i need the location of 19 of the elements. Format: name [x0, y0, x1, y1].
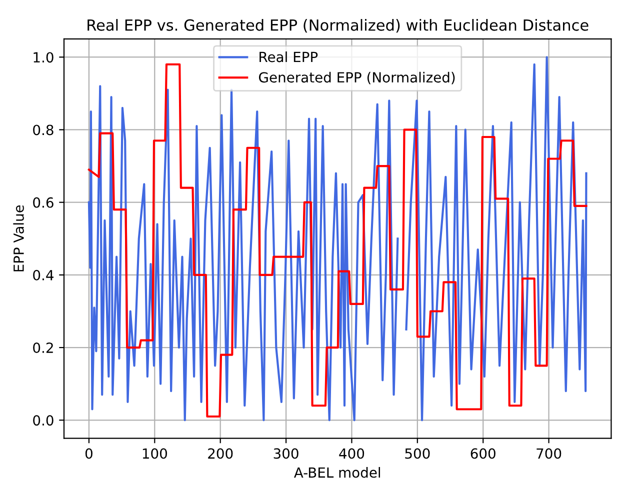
y-tick-label: 1.0 — [34, 52, 54, 63]
x-tick-label: 300 — [274, 448, 298, 459]
y-tick-label: 0.6 — [33, 197, 54, 208]
y-axis-title: EPP Value — [13, 205, 24, 272]
legend-label: Real EPP — [260, 51, 318, 62]
x-tick-label: 0 — [85, 448, 92, 459]
legend-label: Generated EPP (Normalized) — [259, 72, 455, 84]
x-tick-label: 100 — [142, 448, 167, 459]
x-axis-title: A-BEL model — [294, 467, 380, 478]
x-tick-label: 600 — [470, 448, 496, 459]
x-tick-label: 400 — [339, 448, 364, 459]
x-tick-label: 700 — [536, 448, 562, 459]
x-tick-label: 500 — [405, 448, 430, 459]
y-tick-label: 0.4 — [33, 270, 54, 280]
y-tick-label: 0.0 — [33, 415, 54, 426]
chart-title: Real EPP vs. Generated EPP (Normalized) with Euclidean Distance — [88, 19, 588, 33]
y-tick-label: 0.2 — [33, 342, 53, 354]
y-tick-label: 0.8 — [33, 124, 54, 136]
x-tick-label: 200 — [208, 448, 233, 459]
